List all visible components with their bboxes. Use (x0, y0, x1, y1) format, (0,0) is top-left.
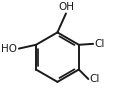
Text: Cl: Cl (88, 74, 99, 84)
Text: HO: HO (1, 44, 17, 54)
Text: Cl: Cl (93, 39, 104, 49)
Text: OH: OH (57, 1, 73, 11)
